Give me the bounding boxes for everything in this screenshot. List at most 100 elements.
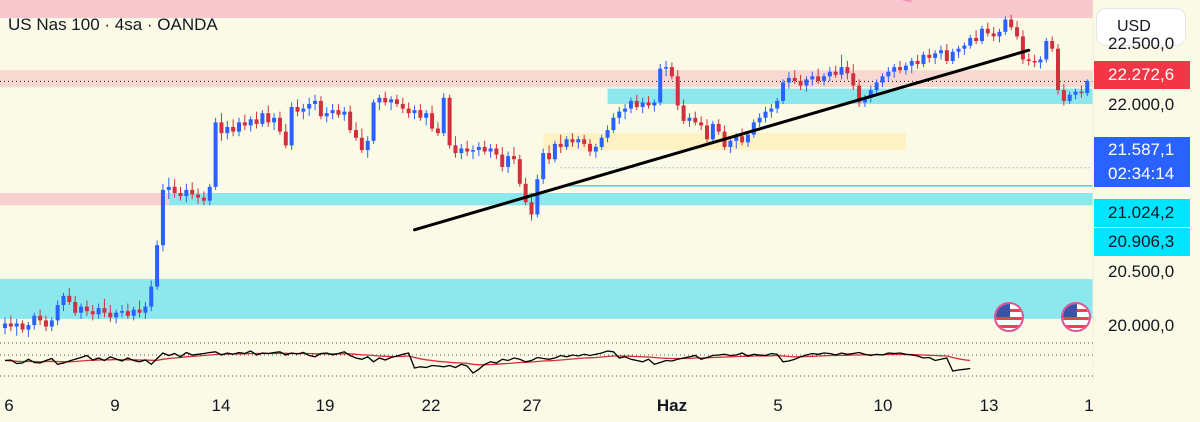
candle-body xyxy=(810,76,815,80)
candle xyxy=(868,85,873,103)
candle-body xyxy=(570,139,575,143)
candle-body xyxy=(400,103,405,109)
candle xyxy=(740,128,745,146)
candle-body xyxy=(547,153,552,160)
candle-body xyxy=(804,79,809,86)
candle-body xyxy=(605,130,610,138)
candle xyxy=(336,103,341,118)
candle-body xyxy=(1032,60,1037,63)
candle xyxy=(898,60,903,74)
candle xyxy=(705,119,709,143)
candle xyxy=(786,71,791,89)
candle xyxy=(67,288,72,306)
candle-body xyxy=(125,311,130,316)
candle-body xyxy=(313,100,318,104)
level2-price-badge: 20.906,3 xyxy=(1094,228,1190,256)
candle xyxy=(453,136,458,158)
candle xyxy=(576,136,581,149)
candle-body xyxy=(652,102,657,106)
candle-body xyxy=(237,122,241,132)
candle xyxy=(324,107,329,123)
candle xyxy=(1015,21,1020,40)
candle xyxy=(196,188,201,204)
candle-body xyxy=(26,325,31,330)
candle-body xyxy=(786,77,791,83)
price-label-22500: 22.500,0 xyxy=(1108,34,1175,53)
candle-body xyxy=(190,189,195,195)
candle xyxy=(1085,79,1090,97)
candle-body xyxy=(207,186,212,201)
candle-body xyxy=(277,117,282,132)
candle xyxy=(120,305,124,318)
candle-body xyxy=(552,143,557,160)
candle-body xyxy=(898,67,903,71)
candle xyxy=(588,139,592,157)
candle xyxy=(283,123,288,149)
demand-zone-6 xyxy=(0,278,1093,319)
candle xyxy=(219,113,224,141)
oscillator-main-line xyxy=(4,350,971,374)
candle-body xyxy=(55,305,60,321)
candle xyxy=(348,105,353,134)
oscillator-panel xyxy=(0,342,1093,377)
candle-body xyxy=(260,113,265,124)
candle-body xyxy=(921,54,926,65)
candle xyxy=(927,48,932,63)
candle-body xyxy=(523,183,528,203)
candle-body xyxy=(839,67,844,75)
candle xyxy=(114,309,119,324)
candle xyxy=(43,315,48,332)
candle-body xyxy=(43,320,48,327)
candle xyxy=(242,114,247,131)
candle xyxy=(465,140,470,157)
candle-body xyxy=(558,143,563,147)
candle xyxy=(552,140,557,163)
candle-body xyxy=(272,117,277,123)
candle xyxy=(377,94,382,111)
candle-body xyxy=(1020,36,1025,60)
candle-body xyxy=(506,156,511,167)
price-label-22000: 22.000,0 xyxy=(1108,95,1175,114)
candle xyxy=(371,99,376,144)
candle xyxy=(430,105,435,132)
candle xyxy=(231,119,236,137)
candle xyxy=(845,60,850,80)
candle xyxy=(476,142,481,157)
symbol-title[interactable]: US Nas 100 · 4sa · OANDA xyxy=(8,15,218,34)
candle-body xyxy=(576,139,581,143)
candle-body xyxy=(155,245,160,287)
price-label-20000: 20.000,0 xyxy=(1108,316,1175,335)
candle-body xyxy=(699,122,704,126)
candle xyxy=(20,320,25,333)
candle-body xyxy=(822,76,826,81)
candle-body xyxy=(3,323,7,329)
currency-button[interactable]: USD xyxy=(1096,8,1186,46)
candle-body xyxy=(669,67,674,77)
candle-body xyxy=(201,197,206,201)
candle xyxy=(79,303,84,319)
candle-body xyxy=(827,71,832,77)
candle xyxy=(389,96,394,111)
candle-body xyxy=(102,308,107,313)
time-label-13: 13 xyxy=(979,396,999,415)
time-label-27: 27 xyxy=(522,396,542,415)
candle xyxy=(950,48,955,65)
candle xyxy=(775,97,780,114)
candle xyxy=(974,30,979,45)
candle xyxy=(693,111,698,126)
us-flag-event-icon[interactable] xyxy=(994,302,1024,332)
candle-body xyxy=(886,71,891,77)
candle xyxy=(1044,37,1049,63)
us-flag-event-icon[interactable] xyxy=(1061,302,1091,332)
candle-body xyxy=(705,125,709,140)
candle-body xyxy=(178,192,183,197)
candle-body xyxy=(974,37,979,42)
candle xyxy=(874,79,879,95)
time-label-9: 9 xyxy=(110,396,120,415)
candle-body xyxy=(307,103,312,109)
candle-body xyxy=(664,67,669,69)
candle xyxy=(681,99,686,124)
candle-body xyxy=(611,117,616,131)
candle xyxy=(166,177,171,200)
